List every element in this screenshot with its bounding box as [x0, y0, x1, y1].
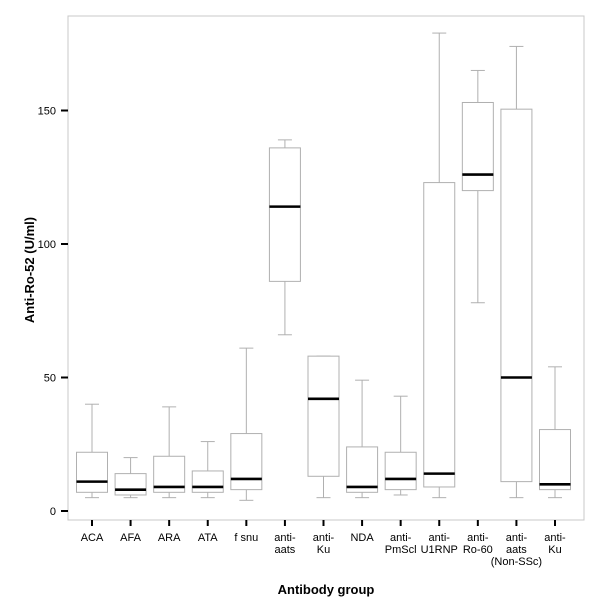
- y-tick-label: 0: [50, 506, 56, 518]
- box-2: [114, 457, 147, 499]
- category-label-line: (Non-SSc): [491, 556, 542, 568]
- box-group: [76, 32, 571, 501]
- box-5: [230, 347, 263, 501]
- category-label-line: AFA: [120, 532, 141, 544]
- category-label-line: aats: [506, 544, 527, 556]
- category-label-line: aats: [275, 544, 296, 556]
- iqr-box: [539, 429, 571, 491]
- box-12: [500, 45, 533, 499]
- y-axis-title: Anti-Ro-52 (U/ml): [22, 217, 37, 323]
- category-label-line: U1RNP: [421, 544, 458, 556]
- category-label-line: anti-: [274, 532, 296, 544]
- y-tick-label: 100: [38, 239, 56, 251]
- box-10: [423, 32, 456, 499]
- category-label: anti-PmScl: [385, 532, 417, 556]
- category-label-line: ARA: [158, 532, 181, 544]
- iqr-box: [191, 470, 224, 493]
- box-11: [461, 69, 494, 304]
- category-label: NDA: [350, 532, 374, 544]
- y-axis: 0 50 100 150: [38, 106, 68, 518]
- category-label-line: anti-: [313, 532, 335, 544]
- category-label-line: ATA: [198, 532, 218, 544]
- category-label: ARA: [158, 532, 181, 544]
- iqr-box: [307, 355, 340, 477]
- category-label: anti-Ro-60: [463, 532, 493, 556]
- x-axis-title: Antibody group: [278, 582, 375, 597]
- category-label-line: ACA: [81, 532, 104, 544]
- category-label-line: f snu: [234, 532, 258, 544]
- box-13: [539, 366, 571, 499]
- category-label: AFA: [120, 532, 141, 544]
- category-label-line: anti-: [544, 532, 566, 544]
- box-8: [346, 379, 379, 499]
- iqr-box: [76, 451, 108, 493]
- category-label-line: anti-: [467, 532, 489, 544]
- category-label: f snu: [234, 532, 258, 544]
- iqr-box: [230, 433, 263, 491]
- category-label-line: anti-: [506, 532, 528, 544]
- category-label-line: Ku: [317, 544, 330, 556]
- box-7: [307, 355, 340, 499]
- category-label: anti-Ku: [313, 532, 335, 556]
- category-label: anti-U1RNP: [421, 532, 458, 556]
- category-label-line: Ku: [548, 544, 561, 556]
- category-label-line: anti-: [390, 532, 412, 544]
- category-label: anti-aats (Non-SSc): [491, 532, 542, 568]
- category-label: anti-Ku: [544, 532, 566, 556]
- category-label: ATA: [198, 532, 218, 544]
- box-4: [191, 441, 224, 499]
- category-label: ACA: [81, 532, 104, 544]
- iqr-box: [114, 473, 147, 496]
- y-tick-label: 50: [44, 373, 56, 385]
- iqr-box: [500, 108, 533, 483]
- iqr-box: [423, 182, 456, 488]
- y-tick-label: 150: [38, 106, 56, 118]
- box-6: [268, 139, 301, 336]
- category-label-line: NDA: [350, 532, 374, 544]
- category-label-line: anti-: [429, 532, 451, 544]
- box-1: [76, 403, 108, 499]
- box-9: [384, 395, 417, 496]
- iqr-box: [268, 147, 301, 282]
- category-label-line: PmScl: [385, 544, 417, 556]
- category-label-line: Ro-60: [463, 544, 493, 556]
- iqr-box: [384, 451, 417, 491]
- category-label: anti-aats: [274, 532, 296, 556]
- box-3: [153, 406, 186, 499]
- iqr-box: [461, 101, 494, 192]
- iqr-box: [346, 446, 379, 493]
